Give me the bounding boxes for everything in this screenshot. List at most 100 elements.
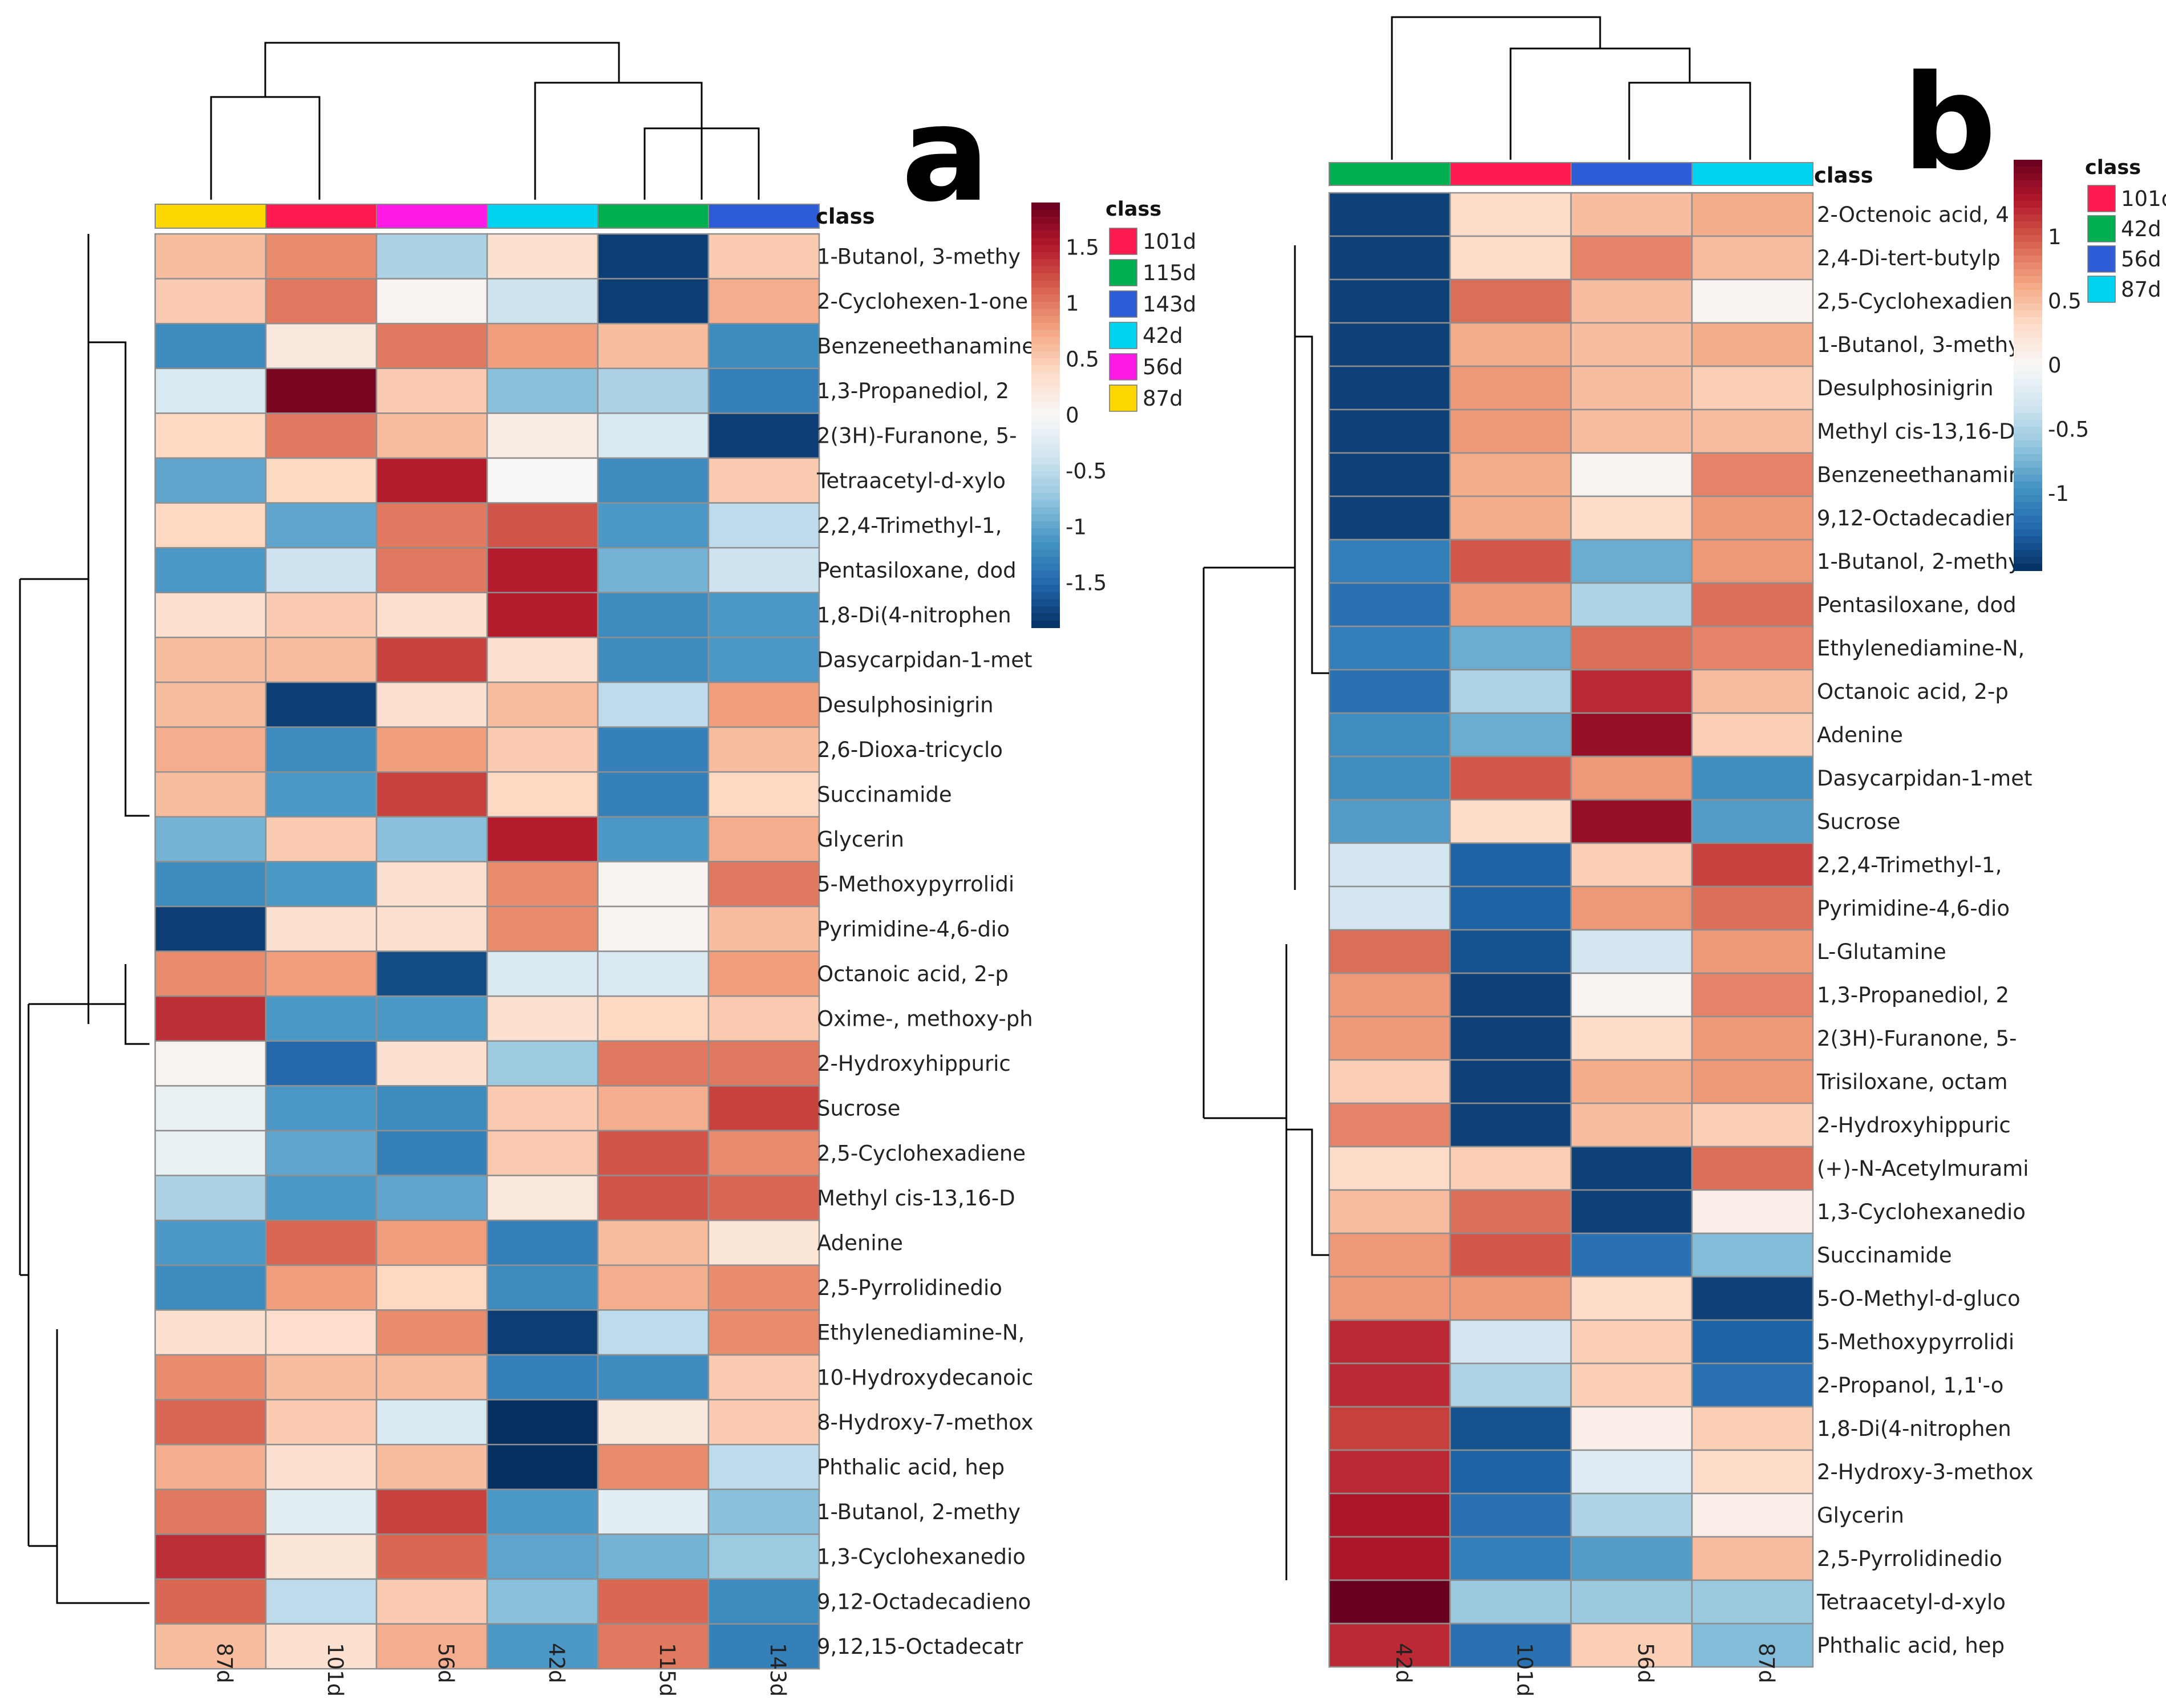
heatmap-cell (707, 726, 820, 773)
row-label: Dasycarpidan-1-met (1817, 766, 2033, 791)
row-label: Methyl cis-13,16-D (817, 1186, 1015, 1211)
color-scale-step (1031, 373, 1060, 381)
panel-b-heatmap: class 2-Octenoic acid, 4 2,4-Di-tert-buty… (1203, 16, 2166, 1697)
color-scale-step (2014, 495, 2042, 503)
heatmap-cell (154, 592, 267, 638)
heatmap-cell (1328, 1622, 1451, 1668)
heatmap-cell (707, 861, 820, 908)
panel-b-column-labels: 42d 101d 56d 87d (1391, 1643, 1779, 1697)
heatmap-cell (1570, 495, 1693, 541)
color-scale-step (2014, 440, 2042, 448)
heatmap-cell (154, 1130, 267, 1176)
color-scale-step (2014, 386, 2042, 393)
heatmap-cell (1328, 452, 1451, 497)
color-scale-step (2014, 317, 2042, 325)
heatmap-cell (1570, 278, 1693, 324)
heatmap-cell (154, 1264, 267, 1311)
heatmap-cell (1328, 1492, 1451, 1538)
row-label: Glycerin (1817, 1503, 1904, 1528)
heatmap-cell (597, 1085, 710, 1132)
heatmap-cell (154, 637, 267, 683)
heatmap-cell (1328, 1406, 1451, 1451)
panel-a-row-dendrogram (19, 234, 149, 1604)
legend-swatch (2087, 276, 2116, 303)
heatmap-cell (375, 637, 488, 683)
legend-swatch (2087, 185, 2116, 212)
heatmap-cell (1449, 1579, 1572, 1625)
heatmap-cell (597, 1578, 710, 1625)
legend-label: 115d (1143, 261, 1196, 285)
row-label: Dasycarpidan-1-met (817, 648, 1033, 673)
heatmap-cell (1570, 1492, 1693, 1538)
color-scale-step (2014, 221, 2042, 229)
color-scale-step (2014, 454, 2042, 462)
legend-label: 101d (1143, 229, 1196, 254)
heatmap-cell (486, 995, 599, 1042)
heatmap-cell (1570, 1622, 1693, 1668)
heatmap-cell (265, 592, 378, 638)
color-scale-step (1031, 471, 1060, 480)
heatmap-cell (154, 1623, 267, 1670)
panel-b-legend-title: class (2085, 156, 2141, 179)
color-scale-step (2014, 365, 2042, 373)
column-label: 101d (323, 1643, 347, 1697)
heatmap-cell (486, 1578, 599, 1625)
heatmap-cell (375, 1443, 488, 1491)
heatmap-cell (1570, 885, 1693, 931)
color-scale-step (1031, 216, 1060, 225)
heatmap-cell (707, 547, 820, 594)
row-label: Ethylenediamine-N, (1817, 636, 2025, 661)
panel-b-row-dendrogram (1203, 245, 1329, 1580)
color-scale-step (2014, 351, 2042, 359)
heatmap-cell (597, 861, 710, 908)
row-label: Pyrimidine-4,6-dio (1817, 896, 2010, 921)
heatmap-cell (486, 233, 599, 280)
row-label: 1-Butanol, 2-methy (817, 1500, 1021, 1524)
color-scale-step (1031, 252, 1060, 260)
heatmap-cell (375, 1085, 488, 1132)
color-scale-step (2014, 550, 2042, 557)
heatmap-cell (1449, 625, 1572, 671)
row-label: 2,5-Pyrrolidinedio (1817, 1547, 2002, 1571)
heatmap-cell (486, 1309, 599, 1356)
row-label: Succinamide (1817, 1243, 1952, 1268)
heatmap-cell (486, 1040, 599, 1087)
row-label: Adenine (817, 1231, 903, 1256)
heatmap-cell (1449, 539, 1572, 584)
heatmap-cell (1449, 365, 1572, 411)
heatmap-cell (1691, 278, 1814, 324)
heatmap-cell (1449, 1059, 1572, 1104)
color-scale-step (1031, 422, 1060, 430)
color-scale-step (2014, 564, 2042, 571)
color-scale-step (2014, 269, 2042, 277)
row-label: 2(3H)-Furanone, 5- (1817, 1026, 2017, 1051)
heatmap-cell (265, 1264, 378, 1311)
color-scale-step (1031, 315, 1060, 324)
heatmap-cell (1570, 322, 1693, 367)
color-scale-step (1031, 493, 1060, 501)
heatmap-cell (1691, 1492, 1814, 1538)
color-scale-step (2014, 303, 2042, 311)
heatmap-cell (486, 861, 599, 908)
heatmap-cell (1570, 1102, 1693, 1148)
panel-b-row-labels: 2-Octenoic acid, 4 2,4-Di-tert-butylp 2,5-… (1816, 203, 2042, 1658)
heatmap-cell (1328, 842, 1451, 888)
heatmap-cell (1570, 1579, 1693, 1625)
heatmap-cell (1328, 1319, 1451, 1365)
heatmap-cell (597, 1623, 710, 1670)
row-label: 1,3-Propanediol, 2 (1817, 983, 2009, 1007)
heatmap-cell (707, 1040, 820, 1087)
heatmap-cell (154, 726, 267, 773)
row-label: 8-Hydroxy-7-methox (817, 1410, 1034, 1435)
heatmap-cell (486, 1264, 599, 1311)
legend-label: 143d (1143, 292, 1196, 317)
color-scale-step (2014, 406, 2042, 414)
class-bar-segment (597, 204, 709, 229)
heatmap-cell (375, 592, 488, 638)
color-scale-step (2014, 529, 2042, 537)
heatmap-cell (1691, 539, 1814, 584)
heatmap-cell (375, 1309, 488, 1356)
heatmap-cell (265, 502, 378, 549)
legend-label: 87d (1143, 386, 1183, 411)
row-label: 2-Hydroxyhippuric (817, 1051, 1011, 1076)
